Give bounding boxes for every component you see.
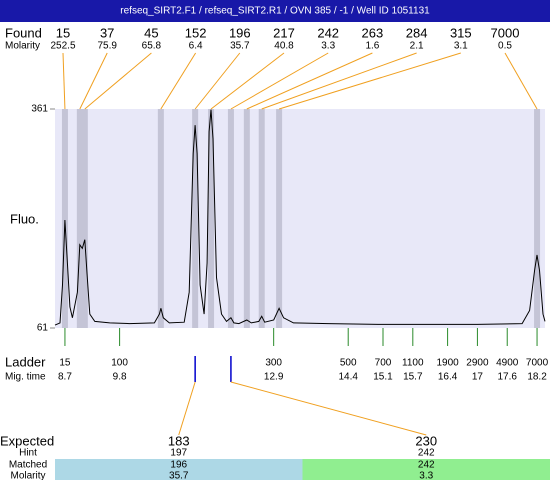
peak-band — [227, 109, 234, 328]
matched-cell — [302, 459, 550, 480]
ladder-time: 12.9 — [264, 372, 284, 383]
found-size: 15 — [56, 25, 70, 40]
y-tick-label: 361 — [31, 104, 48, 115]
ladder-size: 1100 — [402, 358, 424, 369]
matched-molarity: 3.3 — [419, 471, 433, 480]
ladder-size: 500 — [340, 358, 357, 369]
peak-connector — [62, 52, 66, 110]
hint-size: 197 — [170, 448, 187, 459]
matched-size: 242 — [418, 460, 435, 471]
found-molarity: 65.8 — [142, 41, 162, 52]
peak-connector — [84, 52, 152, 110]
peak-connector — [278, 52, 461, 110]
peak-band — [81, 109, 88, 328]
found-molarity: 2.1 — [410, 41, 424, 52]
found-size: 315 — [450, 25, 472, 40]
found-size: 7000 — [491, 25, 520, 40]
ladder-size: 700 — [375, 358, 392, 369]
found-size: 45 — [144, 25, 158, 40]
mig-time-label: Mig. time — [5, 372, 46, 383]
hint-label: Hint — [19, 448, 37, 459]
title: refseq_SIRT2.F1 / refseq_SIRT2.R1 / OVN … — [120, 6, 430, 17]
ladder-time: 8.7 — [58, 372, 72, 383]
hint-size: 242 — [418, 448, 435, 459]
expected-label: Expected — [0, 433, 54, 448]
expected-size: 183 — [168, 433, 190, 448]
molarity-label: Molarity — [5, 41, 40, 52]
ladder-time: 14.4 — [338, 372, 358, 383]
found-molarity: 252.5 — [50, 41, 75, 52]
ladder-size: 15 — [59, 358, 71, 369]
found-size: 152 — [185, 25, 207, 40]
found-molarity: 75.9 — [97, 41, 117, 52]
peak-band — [208, 109, 215, 328]
ladder-time: 15.1 — [373, 372, 393, 383]
peak-band — [534, 109, 541, 328]
peak-band — [258, 109, 265, 328]
found-label: Found — [5, 25, 42, 40]
ladder-time: 15.7 — [403, 372, 423, 383]
found-size: 217 — [273, 25, 295, 40]
found-molarity: 3.3 — [321, 41, 335, 52]
ladder-time: 17 — [472, 372, 484, 383]
ladder-size: 300 — [265, 358, 282, 369]
peak-connector — [230, 52, 329, 110]
peak-band — [192, 109, 199, 328]
matched-cell — [55, 459, 303, 480]
ladder-time: 17.6 — [497, 372, 517, 383]
expected-connector — [230, 381, 427, 436]
found-size: 263 — [362, 25, 384, 40]
found-molarity: 1.6 — [365, 41, 379, 52]
y-tick-label: 61 — [37, 323, 49, 334]
found-molarity: 40.8 — [274, 41, 294, 52]
ladder-size: 100 — [111, 358, 128, 369]
peak-band — [61, 109, 68, 328]
found-molarity: 6.4 — [189, 41, 203, 52]
ladder-label: Ladder — [5, 354, 46, 369]
found-molarity: 35.7 — [230, 41, 250, 52]
ladder-time: 18.2 — [527, 372, 547, 383]
found-molarity: 0.5 — [498, 41, 512, 52]
peak-connector — [261, 52, 417, 110]
peak-band — [243, 109, 250, 328]
expected-size: 230 — [415, 433, 437, 448]
matched-size: 196 — [170, 460, 187, 471]
matched-molarity: 35.7 — [169, 471, 189, 480]
peak-band — [276, 109, 283, 328]
ladder-time: 9.8 — [113, 372, 127, 383]
peak-connector — [210, 52, 285, 110]
ladder-size: 7000 — [526, 358, 549, 369]
expected-connector — [178, 381, 196, 436]
peak-band — [76, 109, 83, 328]
peak-connector — [160, 52, 197, 110]
peak-connector — [194, 52, 241, 110]
peak-connector — [79, 52, 108, 110]
found-size: 196 — [229, 25, 251, 40]
title-bar — [0, 0, 550, 22]
ladder-size: 2900 — [466, 358, 489, 369]
found-size: 242 — [317, 25, 339, 40]
peak-band — [157, 109, 164, 328]
ladder-time: 16.4 — [438, 372, 458, 383]
found-molarity: 3.1 — [454, 41, 468, 52]
y-axis-label: Fluo. — [10, 211, 39, 226]
found-size: 37 — [100, 25, 114, 40]
ladder-size: 1900 — [436, 358, 459, 369]
trace — [54, 109, 546, 326]
peak-connector — [246, 52, 373, 110]
plot-area — [55, 109, 545, 328]
ladder-size: 4900 — [496, 358, 519, 369]
found-size: 284 — [406, 25, 428, 40]
peak-connector — [504, 52, 538, 110]
matched-label: Matched — [9, 460, 47, 471]
molarity-label: Molarity — [10, 471, 45, 480]
